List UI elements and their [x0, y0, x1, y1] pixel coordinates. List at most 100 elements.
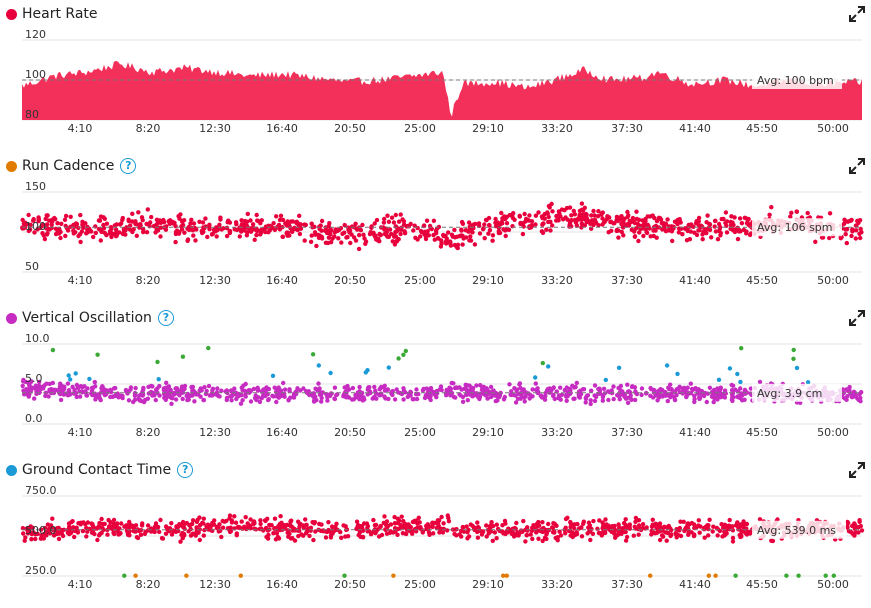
data-point	[50, 516, 55, 521]
data-point	[735, 394, 740, 399]
data-point	[503, 233, 508, 239]
data-point	[591, 222, 596, 228]
data-point	[313, 529, 318, 534]
data-point	[550, 525, 556, 531]
data-point	[657, 395, 662, 400]
data-point	[715, 386, 720, 391]
data-point	[168, 387, 173, 393]
x-tick-label: 25:00	[404, 274, 436, 287]
data-point	[571, 208, 576, 214]
data-point	[644, 525, 649, 530]
help-icon[interactable]: ?	[177, 462, 194, 478]
data-point	[843, 227, 848, 232]
data-point	[384, 531, 390, 536]
data-point	[488, 525, 493, 531]
data-point	[746, 216, 751, 222]
data-point	[177, 230, 182, 235]
data-point	[186, 397, 191, 402]
data-point	[224, 397, 229, 403]
data-point	[173, 231, 179, 237]
data-point	[495, 222, 500, 227]
data-point	[588, 537, 593, 543]
data-point	[274, 389, 280, 395]
data-point	[466, 527, 471, 532]
data-point	[153, 397, 158, 403]
help-icon[interactable]: ?	[120, 158, 137, 174]
data-point	[93, 397, 98, 402]
data-point	[849, 233, 854, 239]
data-point	[823, 573, 828, 578]
data-point	[488, 394, 494, 400]
y-tick-label: 250.0	[25, 564, 57, 577]
data-point	[198, 394, 203, 399]
data-point	[691, 533, 697, 539]
data-point	[591, 518, 596, 524]
data-point	[78, 212, 83, 218]
data-point	[448, 241, 453, 246]
data-point	[194, 525, 199, 530]
data-point	[184, 573, 189, 578]
data-point	[633, 515, 639, 521]
data-point	[100, 525, 105, 531]
data-point	[606, 230, 611, 235]
data-point	[474, 383, 479, 388]
expand-icon[interactable]	[849, 462, 865, 478]
data-point	[545, 210, 550, 215]
data-point	[106, 517, 111, 523]
data-point	[378, 232, 383, 238]
data-point	[312, 520, 318, 525]
data-point	[369, 225, 374, 230]
data-point	[229, 518, 235, 523]
data-point	[501, 397, 507, 402]
data-point	[97, 218, 103, 223]
data-point	[210, 393, 215, 398]
data-point	[847, 387, 852, 393]
data-point	[574, 380, 579, 386]
data-point	[844, 240, 849, 246]
help-icon[interactable]: ?	[157, 310, 174, 326]
data-point	[582, 223, 588, 228]
data-point	[831, 573, 836, 578]
data-point	[23, 535, 28, 540]
data-point	[109, 226, 114, 232]
data-point	[458, 393, 463, 398]
x-tick-label: 25:00	[404, 578, 436, 591]
data-point	[738, 386, 743, 391]
data-point	[715, 397, 720, 402]
data-point	[490, 538, 495, 543]
data-point	[182, 230, 187, 235]
data-point	[732, 229, 738, 235]
data-point	[49, 222, 54, 227]
data-point	[35, 227, 40, 232]
expand-icon[interactable]	[849, 310, 865, 326]
data-point	[56, 536, 62, 542]
data-point	[277, 226, 282, 231]
data-point	[662, 389, 668, 395]
expand-icon[interactable]	[849, 6, 865, 22]
data-point	[719, 522, 724, 527]
data-point	[248, 227, 253, 232]
data-point	[853, 530, 859, 535]
data-point	[630, 384, 635, 389]
data-point	[664, 363, 670, 368]
data-point	[70, 223, 76, 228]
data-point	[374, 217, 380, 223]
data-point	[656, 215, 662, 220]
data-point	[534, 387, 539, 392]
data-point	[510, 224, 515, 229]
data-point	[158, 517, 163, 523]
data-point	[394, 239, 400, 244]
data-point	[184, 393, 189, 399]
expand-icon[interactable]	[849, 158, 865, 174]
data-point	[710, 529, 715, 534]
data-point	[641, 233, 646, 239]
data-point	[78, 239, 83, 245]
data-point	[597, 386, 602, 391]
data-point	[350, 397, 355, 402]
x-tick-label: 29:10	[472, 578, 504, 591]
data-point	[179, 224, 184, 229]
data-point	[415, 521, 420, 526]
data-point	[701, 393, 707, 399]
data-point	[544, 227, 549, 232]
data-point	[619, 531, 624, 536]
